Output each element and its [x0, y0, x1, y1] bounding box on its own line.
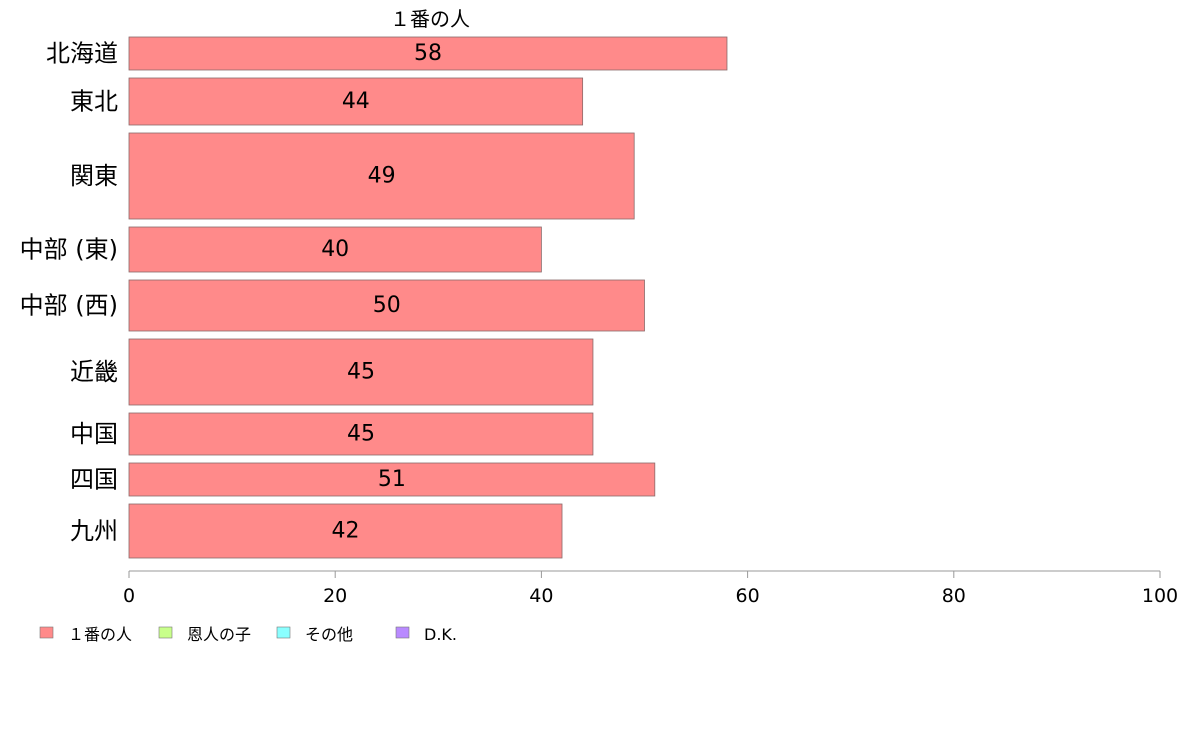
legend-swatch [158, 626, 173, 639]
category-label: 東北 [70, 88, 118, 116]
legend-swatch [276, 626, 291, 639]
bar-value-label: 45 [347, 360, 375, 385]
legend: １番の人 恩人の子 その他 D.K. [39, 625, 457, 644]
x-axis: 0 20 40 60 80 100 [123, 570, 1178, 607]
category-label: 九州 [70, 517, 118, 545]
legend-label: 恩人の子 [187, 625, 251, 644]
bar [128, 36, 728, 71]
bar-value-label: 40 [321, 237, 349, 262]
bar [128, 503, 563, 559]
category-label: 北海道 [46, 40, 118, 68]
bar [128, 226, 542, 273]
bar-value-label: 58 [414, 41, 442, 66]
category-label: 四国 [70, 466, 118, 494]
legend-label: その他 [305, 625, 353, 644]
bar-value-label: 50 [373, 293, 401, 318]
x-tick-label: 0 [123, 585, 135, 607]
chart-title: １番の人 [390, 7, 470, 31]
bar-value-label: 42 [332, 519, 360, 544]
bar [128, 462, 656, 497]
bar [128, 412, 594, 456]
category-label: 中部 (西) [20, 292, 118, 320]
legend-swatch [39, 626, 54, 639]
x-tick-label: 20 [323, 585, 347, 607]
bar [128, 338, 594, 406]
bar-value-label: 51 [378, 467, 406, 492]
bar [128, 279, 645, 332]
category-label: 近畿 [70, 358, 118, 386]
category-label: 中部 (東) [20, 236, 118, 264]
category-label: 関東 [70, 162, 118, 190]
bar-value-label: 45 [347, 422, 375, 447]
bar [128, 132, 635, 220]
x-tick-label: 80 [942, 585, 966, 607]
bar-value-label: 44 [342, 89, 370, 114]
x-tick-label: 100 [1142, 585, 1178, 607]
bar [128, 77, 584, 126]
x-tick-label: 40 [529, 585, 553, 607]
x-tick-label: 60 [736, 585, 760, 607]
legend-swatch [395, 626, 410, 639]
legend-label: D.K. [424, 625, 457, 644]
category-label: 中国 [70, 420, 118, 448]
legend-label: １番の人 [68, 625, 132, 644]
bar-value-label: 49 [368, 164, 396, 189]
